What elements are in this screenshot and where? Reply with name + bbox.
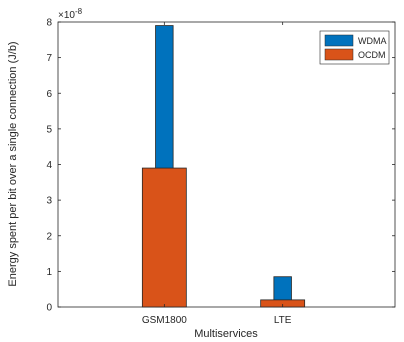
legend-swatch-wdma [324, 34, 354, 47]
y-multiplier: ×10-8 [58, 7, 83, 21]
y-tick-label: 0 [46, 303, 52, 314]
plot-area [57, 21, 396, 308]
y-tick-label: 4 [46, 160, 52, 171]
y-tick-label: 6 [46, 89, 52, 100]
y-multiplier-base: ×10 [58, 10, 75, 21]
x-tick-label: LTE [274, 315, 292, 326]
y-tick-label: 5 [46, 124, 52, 135]
y-multiplier-exponent: -8 [75, 7, 83, 16]
y-tick-label: 7 [46, 53, 52, 64]
bar-ocdm-gsm1800 [141, 167, 187, 308]
legend-swatch-ocdm [324, 48, 354, 61]
y-tick-label: 2 [46, 231, 52, 242]
y-tick-label: 8 [46, 18, 52, 29]
x-axis-label: Multiservices [194, 328, 258, 340]
y-axis-label: Energy spent per bit over a single conne… [7, 41, 19, 286]
legend-label-ocdm: OCDM [358, 50, 386, 60]
x-tick-label: GSM1800 [142, 315, 187, 326]
y-tick-label: 1 [46, 267, 52, 278]
legend-label-wdma: WDMA [358, 36, 387, 46]
y-tick-label: 3 [46, 196, 52, 207]
legend: WDMA OCDM [319, 30, 390, 65]
